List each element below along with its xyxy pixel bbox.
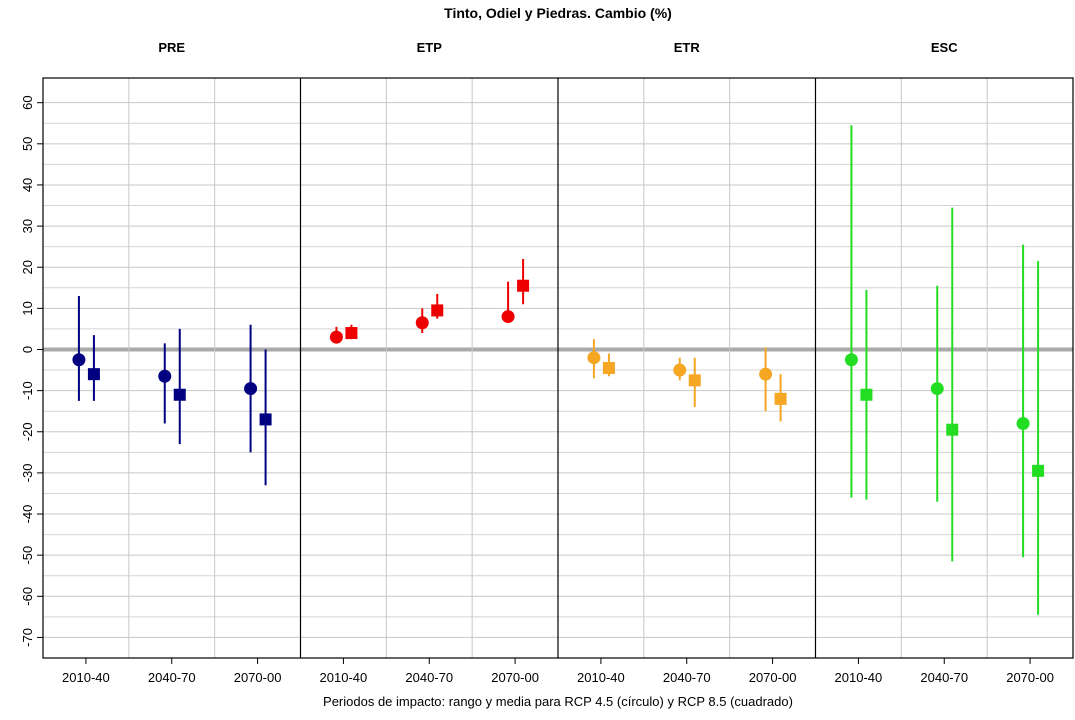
chart-title: Tinto, Odiel y Piedras. Cambio (%) — [444, 5, 672, 21]
mean-square — [173, 388, 186, 401]
panel-title: ESC — [931, 40, 958, 55]
mean-square — [1032, 464, 1045, 477]
y-tick-label: -50 — [20, 546, 35, 565]
mean-circle — [759, 367, 773, 381]
mean-square — [688, 374, 701, 387]
y-tick-label: -20 — [20, 422, 35, 441]
y-tick-label: -70 — [20, 628, 35, 647]
x-tick-label: 2040-70 — [148, 670, 196, 685]
x-tick-label: 2010-40 — [320, 670, 368, 685]
x-tick-label: 2010-40 — [62, 670, 110, 685]
mean-circle — [158, 369, 172, 383]
mean-square — [345, 327, 358, 340]
x-tick-label: 2070-00 — [491, 670, 539, 685]
mean-circle — [415, 316, 429, 330]
mean-circle — [244, 382, 258, 396]
plot-frame — [42, 77, 1074, 659]
mean-square — [860, 388, 873, 401]
panel-title: PRE — [158, 40, 185, 55]
x-tick-label: 2040-70 — [405, 670, 453, 685]
mean-circle — [72, 353, 86, 367]
x-tick-label: 2070-00 — [234, 670, 282, 685]
y-tick-label: 30 — [20, 219, 35, 233]
mean-square — [602, 362, 615, 374]
mean-circle — [329, 330, 343, 344]
x-tick-label: 2010-40 — [835, 670, 883, 685]
panel-title: ETP — [417, 40, 443, 55]
mean-square — [774, 392, 787, 405]
x-tick-label: 2010-40 — [577, 670, 625, 685]
mean-square — [431, 304, 444, 317]
mean-circle — [673, 363, 687, 377]
y-tick-label: 20 — [20, 260, 35, 274]
y-tick-label: -40 — [20, 505, 35, 524]
panel-title: ETR — [674, 40, 701, 55]
y-tick-label: 0 — [20, 346, 35, 353]
y-tick-label: -60 — [20, 587, 35, 606]
mean-square — [259, 413, 272, 426]
y-tick-label: 60 — [20, 95, 35, 109]
mean-circle — [930, 382, 944, 396]
x-tick-label: 2040-70 — [920, 670, 968, 685]
mean-square — [946, 423, 959, 436]
x-tick-label: 2040-70 — [663, 670, 711, 685]
mean-circle — [844, 353, 858, 367]
y-tick-label: 40 — [20, 178, 35, 192]
y-tick-label: -30 — [20, 463, 35, 482]
y-tick-label: 50 — [20, 137, 35, 151]
y-tick-label: 10 — [20, 301, 35, 315]
x-tick-label: 2070-00 — [1006, 670, 1054, 685]
mean-circle — [501, 310, 515, 324]
mean-square — [87, 368, 100, 381]
x-tick-label: 2070-00 — [749, 670, 797, 685]
mean-square — [517, 279, 530, 292]
mean-circle — [1016, 417, 1030, 431]
y-tick-label: -10 — [20, 381, 35, 400]
mean-circle — [587, 351, 601, 365]
x-axis-label: Periodos de impacto: rango y media para … — [323, 694, 793, 709]
